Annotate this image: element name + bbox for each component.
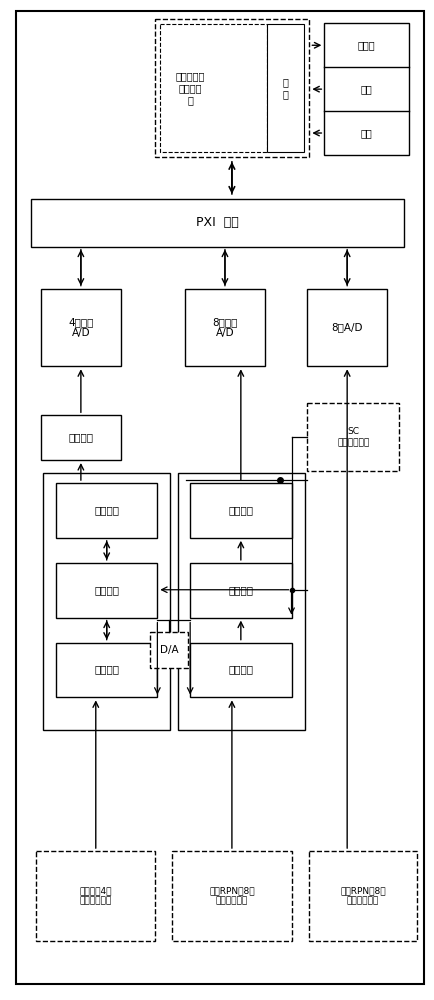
- Bar: [309, 851, 416, 941]
- Bar: [324, 23, 408, 155]
- Bar: [190, 643, 291, 697]
- Bar: [56, 643, 157, 697]
- Text: 压力容器4路
加速度计信号: 压力容器4路 加速度计信号: [79, 886, 112, 906]
- Text: 自检控制: 自检控制: [228, 585, 253, 595]
- Text: SC
信号调理控制: SC 信号调理控制: [336, 427, 368, 447]
- Bar: [190, 483, 291, 538]
- Bar: [185, 289, 264, 366]
- Text: 自检控制: 自检控制: [94, 585, 119, 595]
- Text: 4路同步
A/D: 4路同步 A/D: [68, 317, 93, 338]
- Text: 低通滤波: 低通滤波: [68, 432, 93, 442]
- Bar: [266, 24, 304, 152]
- Bar: [41, 289, 120, 366]
- Text: D/A: D/A: [160, 645, 178, 655]
- Text: PXI  总线: PXI 总线: [195, 216, 238, 229]
- Text: 电气隔离: 电气隔离: [228, 665, 253, 675]
- Text: 电气隔离: 电气隔离: [94, 665, 119, 675]
- Bar: [160, 24, 266, 152]
- Text: 8路A/D: 8路A/D: [331, 322, 362, 332]
- Text: 程控放大: 程控放大: [94, 505, 119, 515]
- Text: 网
络: 网 络: [282, 77, 288, 99]
- Text: 来自RPN的8路
中子电平信号: 来自RPN的8路 中子电平信号: [339, 886, 385, 906]
- Bar: [150, 632, 188, 668]
- Text: 信号显示、
分析、记
录: 信号显示、 分析、记 录: [175, 72, 204, 105]
- Bar: [41, 415, 120, 460]
- Bar: [36, 851, 155, 941]
- Bar: [178, 473, 305, 730]
- Bar: [43, 473, 170, 730]
- Bar: [56, 563, 157, 618]
- Text: 来自RPN的8路
中子噪声信号: 来自RPN的8路 中子噪声信号: [209, 886, 254, 906]
- Text: 键盘: 键盘: [360, 128, 372, 138]
- Bar: [155, 19, 309, 157]
- Bar: [190, 563, 291, 618]
- Text: 打印器: 打印器: [357, 40, 375, 50]
- Bar: [307, 289, 386, 366]
- Text: 磁盘: 磁盘: [360, 84, 372, 94]
- Bar: [307, 403, 398, 471]
- Bar: [172, 851, 291, 941]
- Text: 8路同步
A/D: 8路同步 A/D: [212, 317, 237, 338]
- Text: 程控放大: 程控放大: [228, 505, 253, 515]
- Bar: [31, 199, 403, 247]
- Bar: [56, 483, 157, 538]
